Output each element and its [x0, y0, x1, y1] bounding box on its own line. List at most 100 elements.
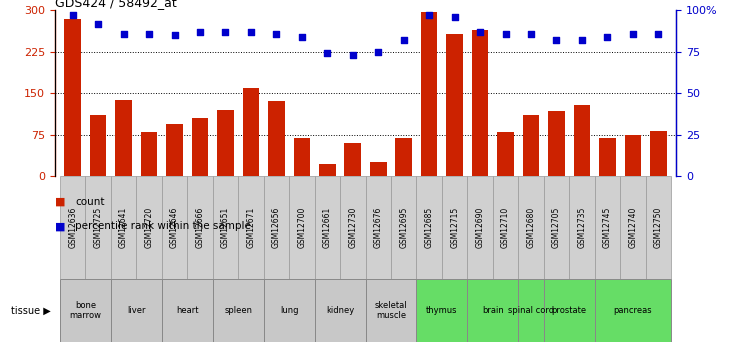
Bar	[213, 279, 264, 342]
Bar	[213, 176, 238, 279]
Point	[169, 32, 181, 38]
Bar	[366, 279, 417, 342]
Bar	[569, 176, 595, 279]
Bar	[115, 100, 132, 176]
Point	[143, 31, 155, 36]
Bar	[243, 88, 260, 176]
Bar	[136, 176, 162, 279]
Bar	[421, 12, 437, 176]
Point	[92, 21, 104, 26]
Text: ■: ■	[55, 197, 65, 207]
Point	[296, 34, 308, 40]
Bar	[523, 115, 539, 176]
Point	[347, 52, 359, 58]
Point	[118, 31, 129, 36]
Text: GSM12690: GSM12690	[476, 207, 485, 248]
Point	[372, 49, 384, 55]
Point	[653, 31, 664, 36]
Bar	[238, 176, 264, 279]
Bar	[650, 131, 667, 176]
Text: GSM12676: GSM12676	[374, 207, 383, 248]
Text: bone
marrow: bone marrow	[69, 301, 102, 320]
Text: GSM12680: GSM12680	[526, 207, 536, 248]
Bar	[111, 279, 162, 342]
Bar	[417, 279, 467, 342]
Text: GSM12700: GSM12700	[298, 207, 306, 248]
Text: kidney: kidney	[326, 306, 354, 315]
Bar	[344, 143, 361, 176]
Text: tissue ▶: tissue ▶	[12, 306, 51, 315]
Text: spinal cord: spinal cord	[508, 306, 554, 315]
Bar	[264, 279, 314, 342]
Text: GSM12661: GSM12661	[323, 207, 332, 248]
Bar	[314, 279, 366, 342]
Bar	[599, 138, 616, 176]
Text: GSM12671: GSM12671	[246, 207, 255, 248]
Bar	[64, 19, 81, 176]
Bar	[544, 279, 595, 342]
Text: GSM12730: GSM12730	[348, 207, 357, 248]
Bar	[366, 176, 391, 279]
Text: GSM12745: GSM12745	[603, 207, 612, 248]
Bar	[60, 176, 86, 279]
Bar	[90, 115, 107, 176]
Text: GSM12740: GSM12740	[629, 207, 637, 248]
Text: GSM12641: GSM12641	[119, 207, 128, 248]
Bar	[391, 176, 417, 279]
Bar	[442, 176, 467, 279]
Point	[474, 29, 486, 34]
Text: GSM12646: GSM12646	[170, 207, 179, 248]
Bar	[467, 279, 518, 342]
Bar	[548, 111, 565, 176]
Bar	[162, 176, 187, 279]
Point	[219, 29, 231, 34]
Bar	[471, 30, 488, 176]
Bar	[417, 176, 442, 279]
Bar	[86, 176, 111, 279]
Bar	[518, 176, 544, 279]
Text: GSM12685: GSM12685	[425, 207, 433, 248]
Bar	[497, 132, 514, 176]
Bar	[624, 135, 641, 176]
Text: GSM12735: GSM12735	[577, 207, 586, 248]
Bar	[187, 176, 213, 279]
Bar	[493, 176, 518, 279]
Bar	[217, 110, 234, 176]
Text: count: count	[75, 197, 105, 207]
Text: GSM12750: GSM12750	[654, 207, 663, 248]
Bar	[289, 176, 314, 279]
Point	[627, 31, 639, 36]
Text: GSM12705: GSM12705	[552, 207, 561, 248]
Text: heart: heart	[176, 306, 199, 315]
Bar	[192, 118, 208, 176]
Point	[245, 29, 257, 34]
Text: brain: brain	[482, 306, 504, 315]
Bar	[141, 132, 157, 176]
Point	[550, 37, 562, 43]
Bar	[370, 162, 387, 176]
Text: GSM12636: GSM12636	[68, 207, 77, 248]
Bar	[447, 34, 463, 176]
Bar	[264, 176, 289, 279]
Text: prostate: prostate	[552, 306, 587, 315]
Text: thymus: thymus	[426, 306, 458, 315]
Text: GSM12656: GSM12656	[272, 207, 281, 248]
Text: liver: liver	[127, 306, 145, 315]
Bar	[395, 138, 412, 176]
Bar	[294, 138, 310, 176]
Bar	[595, 279, 671, 342]
Text: GSM12710: GSM12710	[501, 207, 510, 248]
Bar	[340, 176, 366, 279]
Bar	[645, 176, 671, 279]
Bar	[544, 176, 569, 279]
Bar	[60, 279, 111, 342]
Point	[67, 12, 78, 18]
Text: pancreas: pancreas	[613, 306, 652, 315]
Point	[576, 37, 588, 43]
Text: GDS424 / 58492_at: GDS424 / 58492_at	[55, 0, 177, 9]
Bar	[467, 176, 493, 279]
Text: GSM12725: GSM12725	[94, 207, 102, 248]
Text: percentile rank within the sample: percentile rank within the sample	[75, 221, 251, 231]
Point	[194, 29, 206, 34]
Text: lung: lung	[280, 306, 298, 315]
